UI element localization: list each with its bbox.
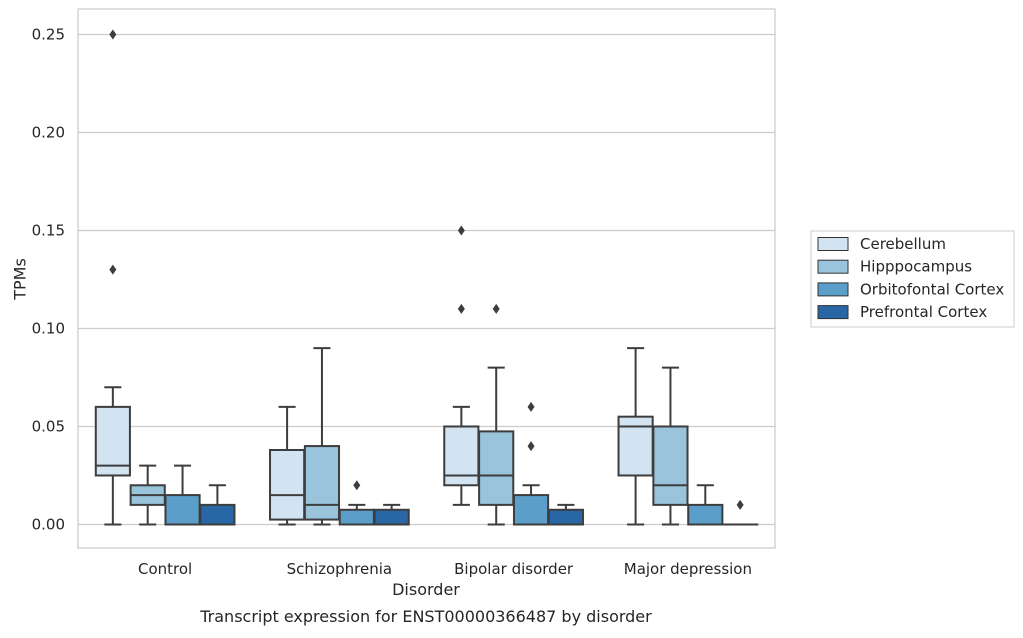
box-body [200,505,234,525]
box-body [653,426,687,504]
box-body [340,510,374,525]
legend-swatch [818,260,848,273]
legend: Cerebellum Hipppocampus Orbitofontal Corte… [811,231,1014,327]
legend-swatch [818,283,848,296]
legend-label: Prefrontal Cortex [860,303,987,321]
y-axis-ticks: 0.00 0.05 0.10 0.15 0.20 0.25 [32,25,65,533]
y-tick-label: 0.20 [32,123,65,141]
box-body [165,495,199,524]
legend-swatch [818,306,848,319]
y-tick-label: 0.10 [32,319,65,337]
box-body [688,505,722,525]
box-body [479,431,513,505]
legend-swatch [818,238,848,251]
y-axis-label: TPMs [11,258,30,301]
legend-label: Hipppocampus [860,258,972,276]
y-tick-label: 0.00 [32,515,65,533]
x-axis-ticks: Control Schizophrenia Bipolar disorder Majo… [138,560,752,578]
x-axis-label: Disorder [392,580,460,599]
x-tick-label: Schizophrenia [287,560,392,578]
legend-label: Cerebellum [860,235,946,253]
x-tick-label: Major depression [624,560,752,578]
y-tick-label: 0.05 [32,417,65,435]
x-tick-label: Bipolar disorder [454,560,574,578]
box-body [375,510,409,525]
legend-label: Orbitofontal Cortex [860,280,1004,298]
chart-caption: Transcript expression for ENST0000036648… [199,607,652,626]
y-tick-label: 0.15 [32,221,65,239]
box-body [305,446,339,519]
box-body [514,495,548,524]
box-body [270,450,304,520]
box-body [549,510,583,525]
y-tick-label: 0.25 [32,25,65,43]
x-tick-label: Control [138,560,192,578]
